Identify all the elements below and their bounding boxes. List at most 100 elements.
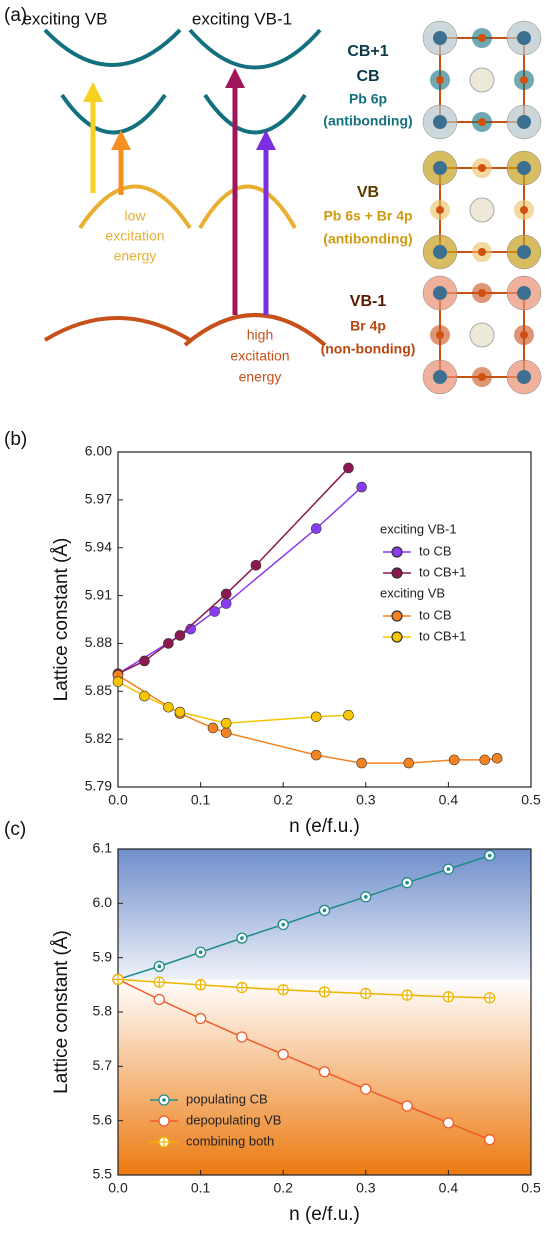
marker: [401, 1100, 413, 1112]
marker-cross: [195, 979, 206, 990]
atom: [517, 286, 531, 300]
marker-cross: [154, 977, 165, 988]
point: [442, 1117, 455, 1129]
note: energy: [239, 369, 282, 385]
marker-dot: [198, 950, 203, 955]
atom: [517, 161, 531, 175]
marker: [194, 1012, 207, 1025]
point: [318, 1066, 331, 1078]
plot-background: [118, 849, 531, 1175]
y-tick-label: 5.79: [85, 778, 112, 794]
point: [207, 722, 219, 734]
point: [153, 993, 165, 1006]
point: [236, 1031, 248, 1043]
y-axis-title: Lattice constant (Å): [51, 930, 72, 1094]
atom: [478, 373, 486, 381]
point: [310, 711, 322, 723]
y-tick-label: 5.9: [93, 948, 113, 964]
series-line: [117, 978, 490, 999]
atom: [433, 31, 447, 45]
note: energy: [114, 248, 157, 264]
marker: [484, 1134, 496, 1146]
point: [194, 1012, 207, 1025]
orbital-label: (non-bonding): [321, 341, 416, 357]
legend-marker: [391, 567, 403, 579]
marker: [236, 1031, 248, 1043]
point: [220, 717, 232, 729]
marker: [277, 918, 289, 931]
atom: [436, 206, 444, 214]
bands: [43, 28, 327, 347]
marker: [236, 981, 248, 994]
band-label: VB-1: [350, 293, 387, 310]
atom: [520, 331, 528, 339]
y-tick-label: 5.6: [93, 1111, 113, 1127]
legend-label: to CB+1: [419, 564, 466, 579]
atom: [433, 115, 447, 129]
legend-marker: [158, 1136, 170, 1148]
marker: [360, 891, 372, 903]
x-tick-label: 0.4: [439, 1180, 459, 1196]
marker-cross: [484, 992, 495, 1003]
atom: [478, 164, 486, 172]
x-tick-label: 0.2: [273, 1180, 293, 1196]
legend-label: to CB+1: [419, 628, 466, 643]
atom: [478, 289, 486, 297]
marker: [360, 987, 372, 1000]
panel-label: (b): [4, 429, 27, 450]
series-line: [117, 467, 349, 675]
note: low: [124, 208, 146, 224]
y-tick-label: 6.0: [93, 894, 113, 910]
legend-symbol: [391, 567, 403, 579]
charts: (b) 0.0 0.1 0.2 0.3 0.4 0.5 5.79 5.82 5.85 5.88 5.9…: [4, 429, 541, 1225]
marker-dot: [405, 880, 409, 885]
atom: [517, 115, 531, 129]
atom: [520, 206, 528, 214]
marker-cross: [236, 982, 247, 993]
atom: [469, 322, 495, 348]
marker-cross: [113, 974, 123, 985]
marker: [484, 849, 496, 862]
marker: [194, 946, 207, 958]
band-label: CB+1: [347, 43, 388, 60]
point: [343, 709, 354, 721]
point: [220, 598, 232, 609]
marker: [401, 989, 413, 1001]
point: [139, 690, 150, 702]
series-line: [117, 674, 498, 764]
atom: [436, 76, 444, 84]
marker: [442, 1117, 455, 1129]
marker: [153, 993, 165, 1006]
y-tick-label: 5.85: [85, 682, 112, 698]
point: [139, 655, 150, 667]
panel-label: (c): [4, 819, 26, 840]
column-title: exciting VB: [22, 9, 107, 28]
y-tick-label: 5.94: [85, 538, 112, 554]
y-tick-label: 5.5: [93, 1166, 113, 1182]
marker-dot: [240, 936, 244, 940]
marker-dot: [487, 853, 492, 858]
crystal-images: [422, 20, 542, 395]
band-label: VB: [357, 184, 379, 201]
point: [174, 630, 186, 641]
point: [250, 559, 262, 571]
marker-cross: [278, 984, 289, 995]
marker: [277, 1048, 289, 1061]
atom: [433, 245, 447, 259]
atom: [478, 118, 486, 126]
x-tick-label: 0.4: [439, 792, 459, 808]
legend-symbol: [391, 610, 403, 622]
atom: [517, 370, 531, 384]
x-tick-label: 0.3: [356, 1180, 376, 1196]
marker: [360, 1083, 372, 1095]
legend-label: to CB: [419, 543, 452, 558]
marker: [442, 863, 455, 875]
marker: [236, 932, 248, 944]
point: [448, 754, 460, 766]
point: [356, 757, 367, 769]
x-tick-label: 0.1: [191, 792, 211, 808]
point: [220, 588, 232, 600]
point: [484, 1134, 496, 1146]
atom: [517, 31, 531, 45]
